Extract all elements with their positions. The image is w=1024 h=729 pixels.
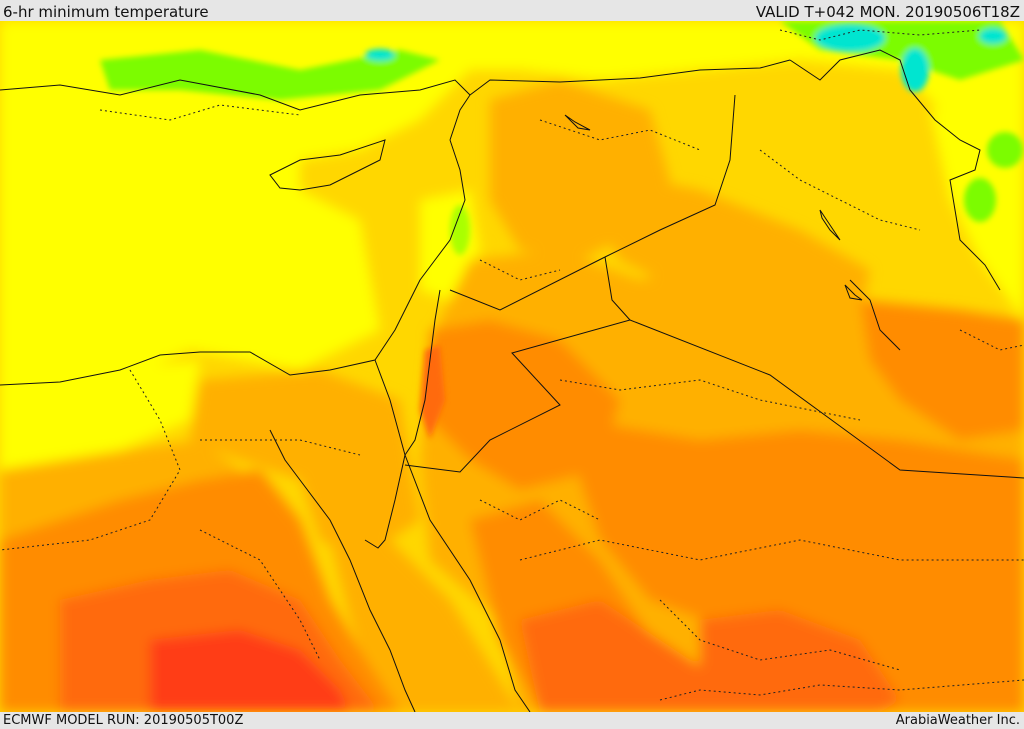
field-green-cell-6 <box>987 132 1023 168</box>
sinai-border <box>374 359 406 456</box>
field-green-lebanon <box>450 205 470 255</box>
lake-assad <box>564 114 591 131</box>
header-bar: 6-hr minimum temperature VALID T+042 MON… <box>0 0 1024 21</box>
admin-line-1 <box>0 369 181 551</box>
gulf-aqaba <box>364 454 406 549</box>
field-cyan-cell-3 <box>979 28 1007 44</box>
field-darkorange-east <box>700 610 900 712</box>
iraq-iran-border <box>789 49 1001 291</box>
jordan-saudi-border <box>404 256 631 473</box>
field-orange-jordan <box>430 320 620 490</box>
field-green-anatolia <box>100 50 440 100</box>
cyprus-coast <box>269 139 386 191</box>
syria-iraq-border <box>449 256 606 311</box>
admin-line-14 <box>659 679 1024 701</box>
temperature-map[interactable] <box>0 21 1024 712</box>
syria-turkey-border <box>469 59 791 96</box>
field-red-sudan <box>150 630 350 712</box>
admin-line-9 <box>199 529 321 661</box>
admin-line-7 <box>539 119 701 151</box>
field-yellow-egypt <box>0 360 200 470</box>
iraq-saudi-border <box>629 319 1024 479</box>
map-title: 6-hr minimum temperature <box>3 3 209 21</box>
field-amber-iraq <box>560 160 870 340</box>
jordan-river <box>404 289 441 456</box>
valid-time-label: VALID T+042 MON. 20190506T18Z <box>755 3 1020 21</box>
footer-bar: ECMWF MODEL RUN: 20190505T00Z ArabiaWeat… <box>0 712 1024 729</box>
field-amber-redsea <box>330 530 520 712</box>
field-yellow-med <box>0 21 480 400</box>
admin-line-4 <box>559 379 861 421</box>
field-amber-egypt <box>190 370 420 560</box>
lake-tharthar <box>819 209 841 241</box>
field-darkorange-deadsea <box>420 345 445 440</box>
admin-line-10 <box>479 499 601 521</box>
admin-line-13 <box>959 329 1024 351</box>
admin-line-2 <box>200 439 361 456</box>
admin-line-5 <box>519 539 1024 561</box>
field-green-cell-5 <box>964 178 996 222</box>
turkey-south-coast <box>0 79 471 141</box>
field-cyan-cell-1 <box>815 24 885 52</box>
admin-line-11 <box>99 104 301 121</box>
gulf-coast <box>849 279 901 351</box>
credit-label: ArabiaWeather Inc. <box>895 713 1020 728</box>
field-darkorange-saudi <box>520 600 740 712</box>
field-yellow-north <box>0 21 1024 120</box>
red-sea-east-coast <box>404 454 531 712</box>
field-cyan-cell-4 <box>365 49 395 61</box>
sinai-gulf-suez <box>269 429 416 712</box>
lake-razaza <box>844 284 863 301</box>
field-orange-gulf <box>860 300 1024 440</box>
field-cyan-cell-2 <box>901 48 929 92</box>
syria-iraq-east-border <box>604 94 736 258</box>
model-run-label: ECMWF MODEL RUN: 20190505T00Z <box>3 713 244 728</box>
field-orange-saudi <box>580 420 1024 660</box>
